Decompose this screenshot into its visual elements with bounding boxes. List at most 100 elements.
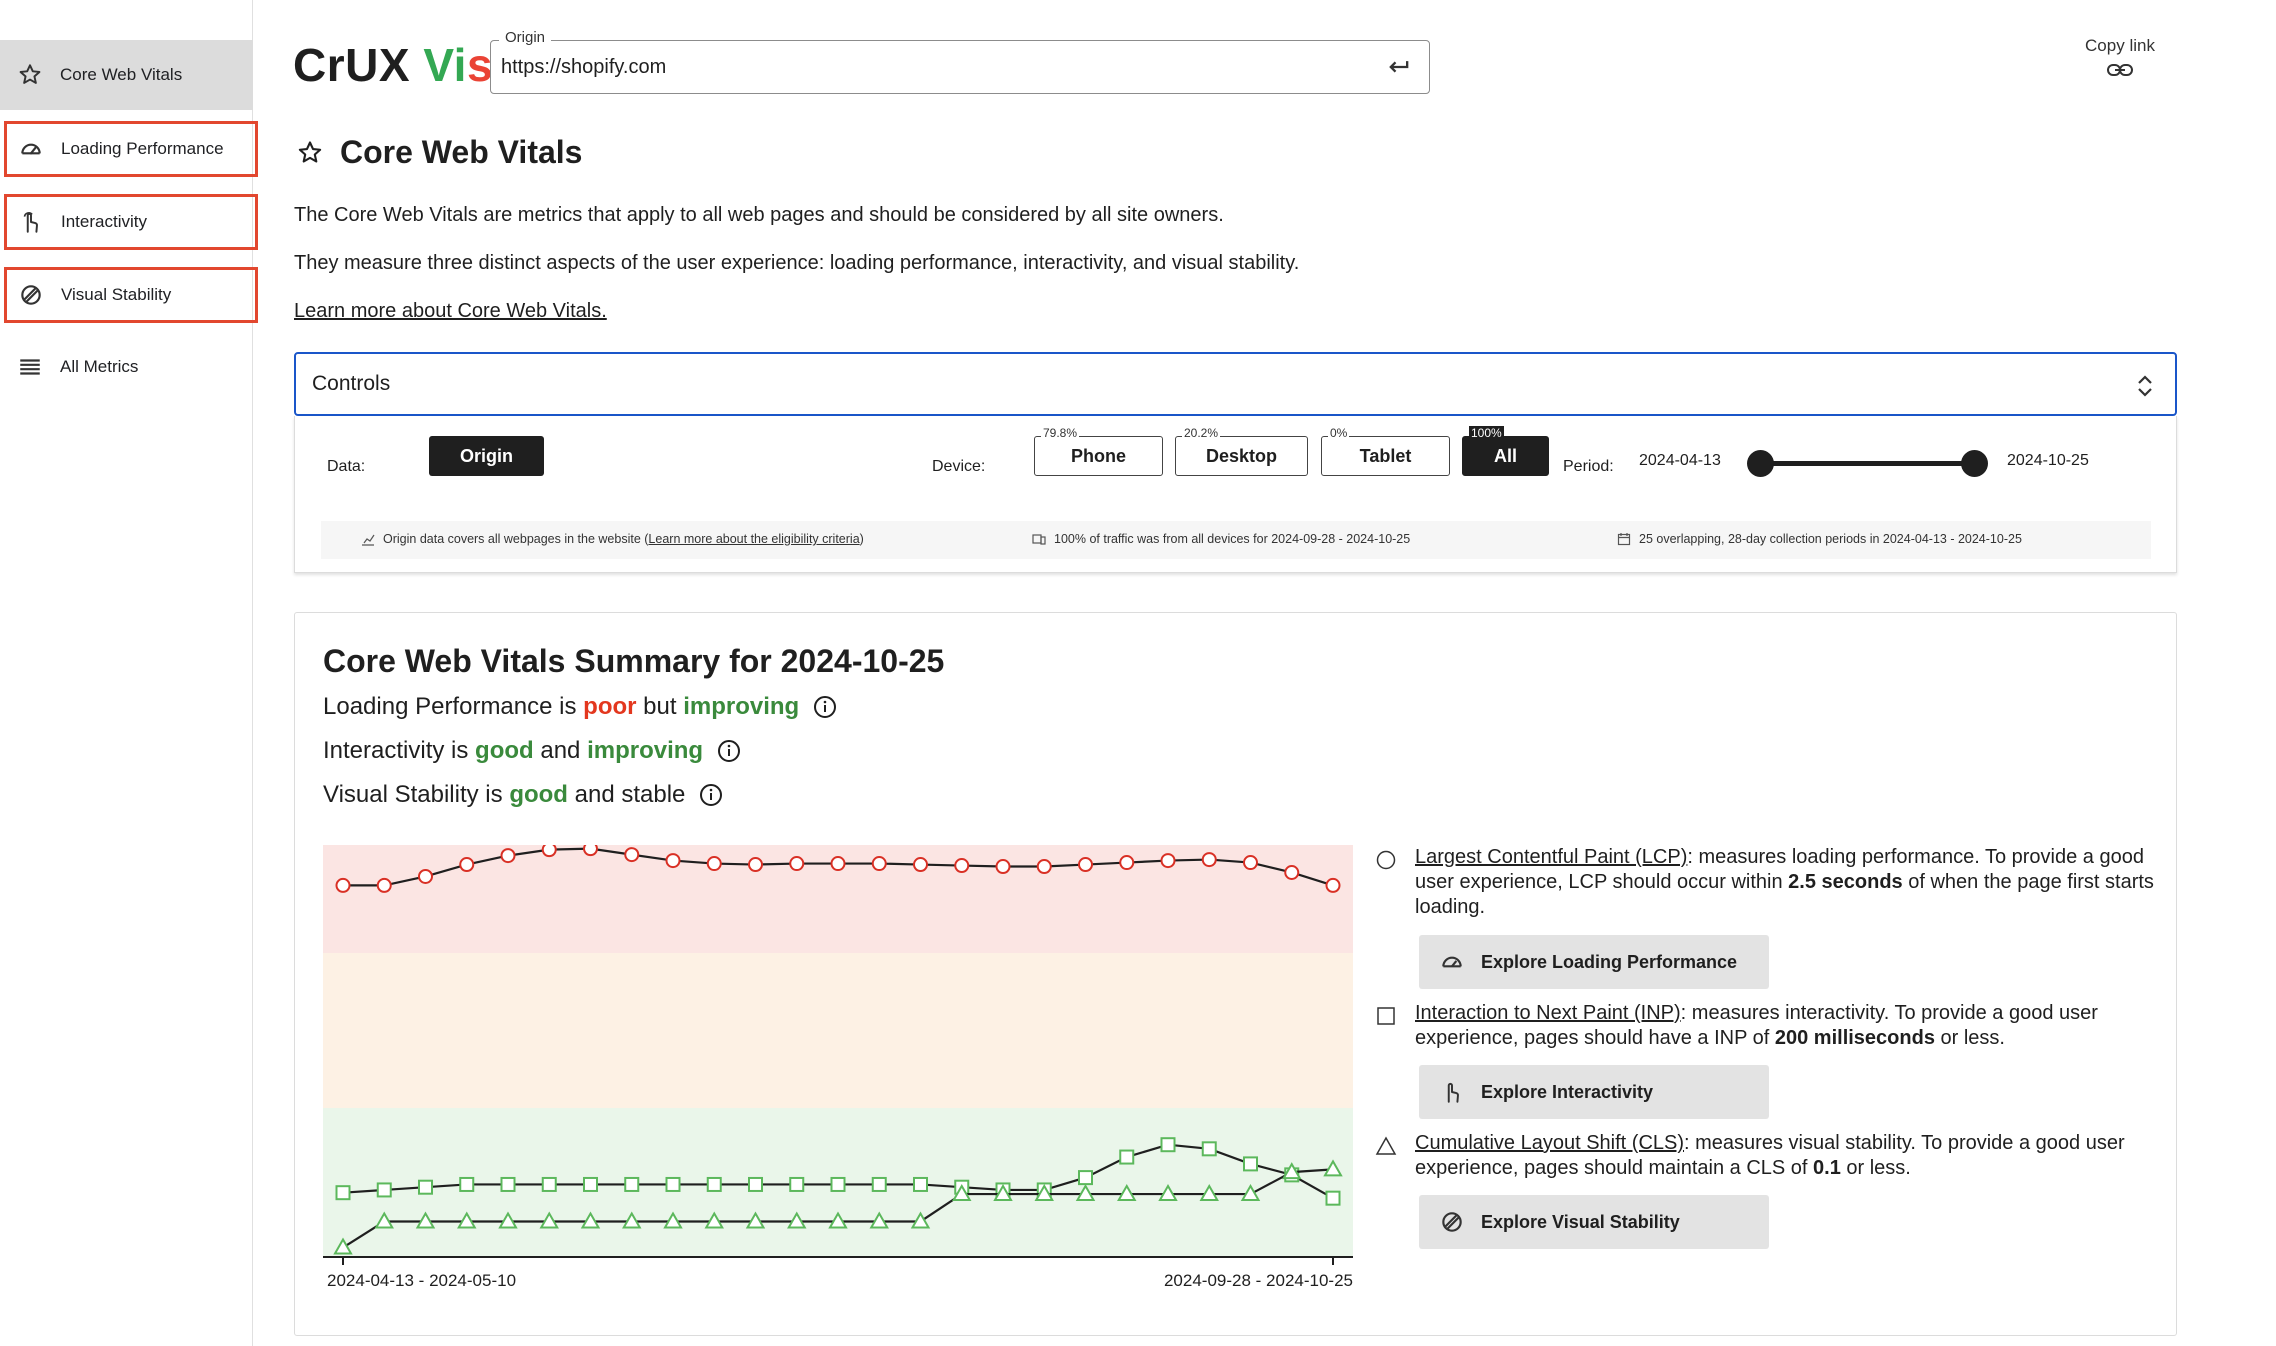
- device-desktop-button[interactable]: 20.2% Desktop: [1175, 426, 1308, 476]
- summary-connector: is: [478, 781, 510, 808]
- explore-visual-stability-button[interactable]: Explore Visual Stability: [1419, 1195, 1769, 1249]
- lcp-point: [1325, 877, 1341, 893]
- calendar-icon: [1617, 533, 1631, 546]
- list-icon: [16, 353, 44, 381]
- inp-point: [1078, 1170, 1093, 1186]
- device-desktop-label: Desktop: [1205, 445, 1277, 466]
- lcp-point: [1160, 853, 1176, 869]
- summary-loading-line: Loading Performance is poor but improvin…: [323, 693, 837, 721]
- sidebar-item-visual-stability[interactable]: Visual Stability: [4, 267, 258, 323]
- period-slider-track[interactable]: [1760, 461, 1975, 466]
- device-tablet-button[interactable]: 0% Tablet: [1321, 426, 1450, 476]
- band-needs-improvement: [323, 953, 1353, 1108]
- status-good: good: [509, 781, 568, 808]
- info-icon[interactable]: [699, 783, 723, 807]
- origin-coverage-text: Origin data covers all webpages in the w…: [383, 532, 649, 546]
- summary-connector: and: [533, 737, 588, 764]
- circle-marker-icon: [1376, 850, 1396, 870]
- inp-point: [335, 1185, 351, 1201]
- origin-data-button[interactable]: Origin: [429, 436, 544, 476]
- origin-coverage-end: ): [859, 532, 864, 546]
- lcp-point: [871, 856, 887, 872]
- cls-point: [374, 1211, 394, 1229]
- enter-icon[interactable]: [1385, 53, 1413, 81]
- explore-loading-performance-button[interactable]: Explore Loading Performance: [1419, 935, 1769, 989]
- learn-more-link[interactable]: Learn more about Core Web Vitals.: [294, 300, 607, 322]
- period-slider-end-thumb[interactable]: [1961, 450, 1988, 477]
- inp-point: [706, 1176, 722, 1192]
- period-end-date: 2024-10-25: [2007, 452, 2089, 469]
- inp-point: [1119, 1149, 1135, 1165]
- inp-point: [624, 1176, 640, 1192]
- lcp-point: [376, 877, 392, 893]
- cls-link[interactable]: Cumulative Layout Shift (CLS): [1415, 1132, 1685, 1154]
- status-poor: poor: [583, 693, 637, 720]
- eligibility-criteria-link[interactable]: Learn more about the eligibility criteri…: [648, 532, 860, 546]
- traffic-info-text: 100% of traffic was from all devices for…: [1054, 532, 1411, 546]
- lcp-point: [1201, 852, 1217, 868]
- legend-text: or less.: [1840, 1157, 1911, 1179]
- legend-text: or less.: [1934, 1027, 2005, 1049]
- info-icon[interactable]: [717, 739, 741, 763]
- triangle-marker-icon: [1375, 1136, 1397, 1155]
- logo-text-crux: CrUX: [293, 39, 411, 91]
- inp-point: [871, 1176, 887, 1192]
- cls-point: [580, 1211, 601, 1229]
- x-tick-label-first: 2024-04-13 - 2024-05-10: [327, 1271, 517, 1290]
- inp-point: [459, 1176, 475, 1192]
- intro-paragraph-1: The Core Web Vitals are metrics that app…: [294, 204, 1224, 226]
- sidebar-item-loading-performance[interactable]: Loading Performance: [4, 121, 258, 177]
- cls-point: [622, 1211, 642, 1229]
- period-label: Period:: [1563, 458, 1614, 475]
- copy-link-button[interactable]: Copy link: [2070, 36, 2170, 80]
- explore-button-label: Explore Interactivity: [1481, 1081, 1654, 1102]
- inp-point: [418, 1179, 433, 1195]
- controls-accordion-header[interactable]: Controls: [294, 352, 2177, 416]
- summary-connector: but: [636, 693, 684, 720]
- expand-collapse-icon: [2138, 375, 2152, 397]
- legend-text: of when the page first starts loading.: [1415, 871, 2154, 918]
- sidebar: Core Web Vitals Loading Performance Inte…: [0, 0, 258, 1346]
- cls-point: [869, 1211, 889, 1229]
- sidebar-item-label: Loading Performance: [61, 139, 224, 158]
- stability-icon: [1442, 1212, 1462, 1232]
- lcp-point: [1243, 855, 1258, 871]
- cls-point: [333, 1237, 353, 1255]
- speedometer-icon: [1442, 956, 1462, 968]
- info-icon[interactable]: [813, 695, 837, 719]
- lcp-point: [995, 859, 1011, 875]
- legend-threshold: 0.1: [1813, 1157, 1841, 1179]
- cls-point: [1240, 1184, 1261, 1202]
- cls-point: [745, 1211, 766, 1229]
- page-title: Core Web Vitals: [296, 134, 582, 171]
- device-phone-button[interactable]: 79.8% Phone: [1034, 426, 1163, 476]
- sidebar-item-all-metrics[interactable]: All Metrics: [0, 332, 253, 402]
- controls-header-label: Controls: [312, 372, 391, 395]
- lcp-link[interactable]: Largest Contentful Paint (LCP): [1415, 846, 1688, 868]
- lcp-point: [418, 868, 433, 884]
- trend-improving: improving: [683, 693, 800, 720]
- data-label: Data:: [327, 458, 366, 475]
- explore-interactivity-button[interactable]: Explore Interactivity: [1419, 1065, 1769, 1119]
- summary-interactivity-line: Interactivity is good and improving: [323, 737, 741, 765]
- sidebar-item-label: Core Web Vitals: [60, 65, 183, 84]
- chart-icon: [362, 534, 375, 546]
- period-slider-start-thumb[interactable]: [1747, 450, 1774, 477]
- sidebar-item-core-web-vitals[interactable]: Core Web Vitals: [0, 40, 253, 110]
- copy-link-label: Copy link: [2085, 36, 2155, 55]
- inp-link[interactable]: Interaction to Next Paint (INP): [1415, 1002, 1681, 1024]
- app-logo[interactable]: CrUX Vis: [293, 38, 493, 92]
- device-all-button[interactable]: 100% All: [1462, 426, 1549, 476]
- lcp-point: [706, 856, 722, 872]
- cls-point: [704, 1211, 724, 1229]
- origin-field[interactable]: Origin: [490, 29, 1430, 94]
- cls-point: [1075, 1184, 1096, 1202]
- origin-input[interactable]: [501, 53, 1361, 81]
- page-title-text: Core Web Vitals: [340, 134, 583, 170]
- lcp-point: [1078, 857, 1093, 873]
- sidebar-item-interactivity[interactable]: Interactivity: [4, 194, 258, 250]
- pointer-hand-icon: [1447, 1082, 1459, 1103]
- cls-point: [1323, 1159, 1343, 1177]
- inp-point: [748, 1176, 763, 1192]
- cls-point: [787, 1211, 807, 1229]
